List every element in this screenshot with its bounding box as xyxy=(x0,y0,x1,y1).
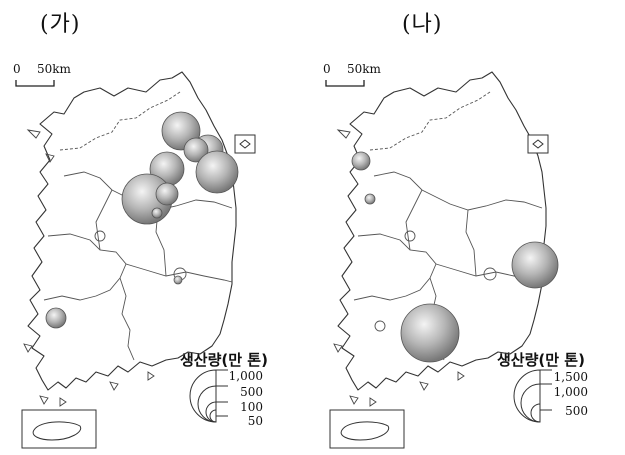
scale-zero-a: 0 xyxy=(13,62,21,76)
scale-km-a: 50km xyxy=(37,62,71,76)
scale-bar-b xyxy=(325,80,365,87)
legend-a-title: 생산량(만 톤) xyxy=(180,351,268,369)
bubble-a-9 xyxy=(173,275,183,285)
bubble-b-4 xyxy=(400,303,460,363)
bubble-a-7 xyxy=(155,182,179,206)
legend-a-value-4: 50 xyxy=(247,414,263,428)
panel-a-title: (가) xyxy=(40,12,81,37)
bubble-b-2 xyxy=(364,193,376,205)
legend-b-value-3: 500 xyxy=(565,404,588,418)
legend-a-value-3: 100 xyxy=(240,400,263,414)
bubble-a-8 xyxy=(151,207,163,219)
panel-b-map xyxy=(325,71,559,449)
bubble-a-10 xyxy=(45,307,67,329)
legend-b-title: 생산량(만 톤) xyxy=(497,351,585,369)
legend-a-value-2: 500 xyxy=(240,385,263,399)
legend-b-symbol xyxy=(513,369,552,423)
korea-outline-b xyxy=(337,71,547,391)
bubble-b-1 xyxy=(351,151,371,171)
panel-b-title: (나) xyxy=(402,12,443,37)
legend-a-symbol xyxy=(189,369,228,423)
panel-a-map xyxy=(15,71,256,449)
scale-bar-a xyxy=(15,80,55,87)
legend-b-value-1: 1,500 xyxy=(553,370,588,384)
bubble-a-3 xyxy=(183,137,209,163)
bubble-a-4 xyxy=(195,150,239,194)
korea-outline-a xyxy=(27,71,237,391)
bubble-b-3 xyxy=(511,241,559,289)
legend-b-value-2: 1,000 xyxy=(553,385,588,399)
scale-km-b: 50km xyxy=(347,62,381,76)
scale-zero-b: 0 xyxy=(323,62,331,76)
legend-a-value-1: 1,000 xyxy=(228,369,263,383)
